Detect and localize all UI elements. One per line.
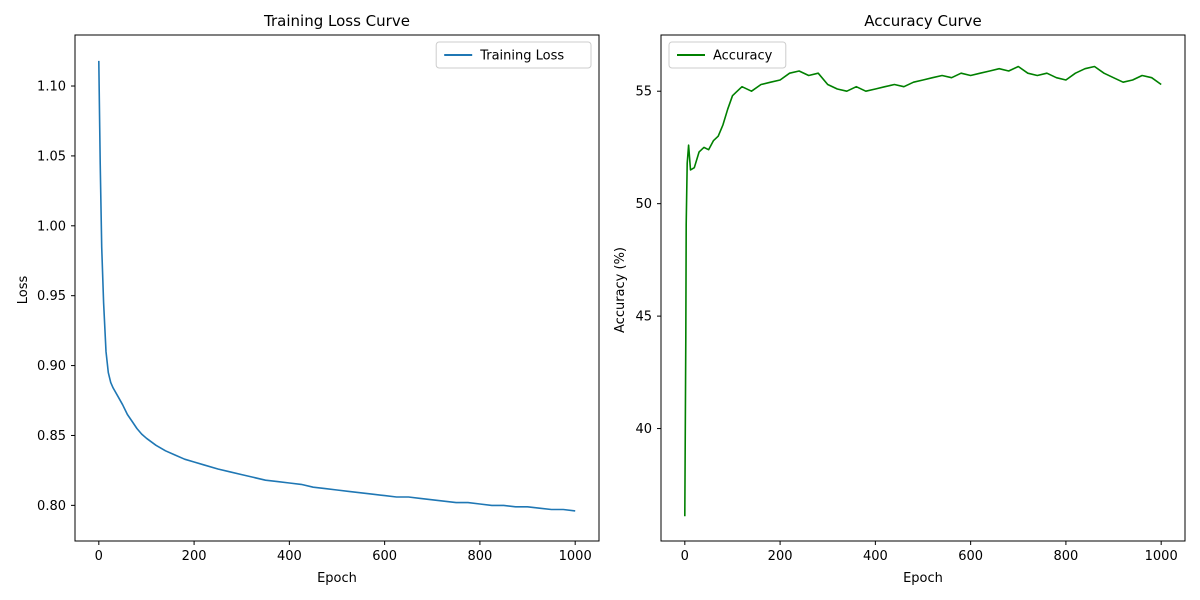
loss-x-tick-label: 400: [277, 549, 302, 564]
loss-y-tick-label: 1.10: [37, 80, 66, 95]
loss-chart-ylabel: Loss: [16, 276, 31, 305]
accuracy-legend-label: Accuracy: [713, 49, 773, 64]
loss-chart-xlabel: Epoch: [317, 571, 357, 586]
accuracy-x-tick-label: 600: [958, 549, 983, 564]
accuracy-legend-box: [668, 41, 787, 69]
loss-y-tick-label: 0.80: [37, 499, 66, 514]
accuracy-chart-lines: [684, 65, 1162, 517]
loss-y-tick-label: 0.95: [37, 289, 66, 304]
accuracy-x-tick-label: 0: [681, 549, 689, 564]
accuracy-chart-ylabel: Accuracy (%): [613, 247, 628, 333]
accuracy-y-tick-label: 55: [635, 85, 652, 100]
accuracy-chart-legend: Accuracy: [668, 41, 787, 69]
accuracy-chart-title: Accuracy Curve: [864, 12, 982, 30]
accuracy-x-tick-label: 800: [1053, 549, 1078, 564]
loss-y-tick-label: 0.90: [37, 359, 66, 374]
loss-chart-frame: [74, 34, 600, 542]
loss-chart-legend: Training Loss: [435, 41, 592, 69]
loss-chart-ticks: 0 200 400 600 800 1000 0.80 0.85 0.90 0.95 1.00 1.0…: [37, 80, 592, 564]
accuracy-y-tick-label: 45: [635, 310, 652, 325]
loss-chart-lines: [98, 60, 576, 512]
loss-chart-title: Training Loss Curve: [263, 12, 410, 30]
accuracy-chart-panel: Accuracy Curve Epoch Accuracy (%) 0 200 40…: [613, 12, 1186, 586]
accuracy-series-line: [684, 65, 1162, 517]
loss-legend-box: [435, 41, 592, 69]
loss-x-tick-label: 800: [467, 549, 492, 564]
loss-chart-panel: Training Loss Curve Epoch Loss 0 200 400 60…: [16, 12, 600, 586]
accuracy-chart-ticks: 0 200 400 600 800 1000 40 45 50 55: [635, 85, 1177, 564]
accuracy-y-tick-label: 50: [635, 197, 652, 212]
loss-series-line: [98, 60, 576, 512]
accuracy-chart-xlabel: Epoch: [903, 571, 943, 586]
loss-y-tick-label: 1.00: [37, 219, 66, 234]
loss-x-tick-label: 0: [95, 549, 103, 564]
loss-y-tick-label: 1.05: [37, 149, 66, 164]
accuracy-x-tick-label: 200: [768, 549, 793, 564]
loss-y-tick-label: 0.85: [37, 429, 66, 444]
loss-x-tick-label: 1000: [559, 549, 592, 564]
loss-x-tick-label: 600: [372, 549, 397, 564]
accuracy-chart-frame: [660, 34, 1186, 542]
loss-legend-label: Training Loss: [479, 49, 564, 64]
accuracy-x-tick-label: 400: [863, 549, 888, 564]
loss-x-tick-label: 200: [182, 549, 207, 564]
accuracy-y-tick-label: 40: [635, 422, 652, 437]
accuracy-x-tick-label: 1000: [1145, 549, 1178, 564]
